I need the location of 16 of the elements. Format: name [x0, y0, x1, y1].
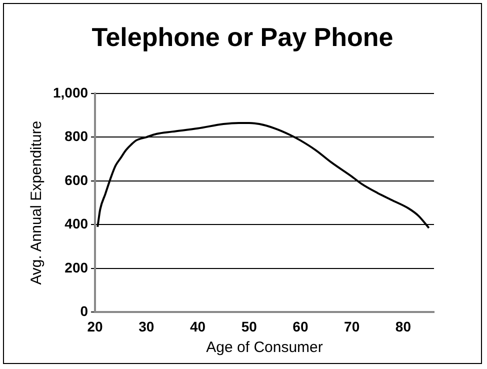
x-tick-label: 80 [395, 318, 412, 334]
x-tick-label: 60 [292, 318, 308, 334]
x-tick-label: 70 [344, 318, 360, 334]
x-tick-label: 30 [138, 318, 154, 334]
x-tick-label: 50 [241, 318, 258, 334]
y-tick-label: 400 [64, 216, 88, 232]
y-tick-label: 200 [64, 259, 88, 276]
chart-title: Telephone or Pay Phone [90, 22, 394, 53]
y-tick-label: 600 [64, 172, 88, 188]
x-tick-label: 20 [87, 318, 104, 334]
y-axis-title: Avg. Annual Expenditure [28, 120, 46, 285]
x-tick-label: 40 [190, 318, 206, 334]
y-tick-label: 1,000 [52, 84, 88, 100]
y-tick-label: 800 [64, 128, 88, 144]
y-tick-label: 0 [80, 303, 88, 320]
x-axis-title: Age of Consumer [206, 339, 323, 356]
